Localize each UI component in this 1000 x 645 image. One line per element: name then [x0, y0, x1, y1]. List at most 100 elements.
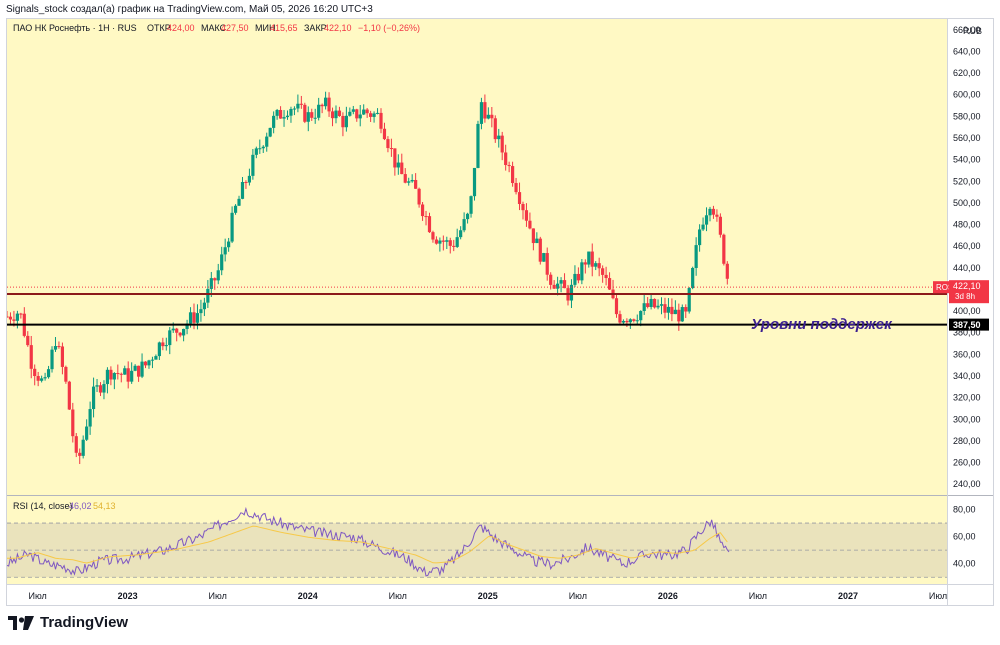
candle-body — [369, 113, 373, 117]
candle-body — [694, 245, 698, 268]
candle-body — [251, 154, 255, 176]
candle-body — [168, 330, 172, 346]
candle-body — [545, 253, 549, 275]
price-axis-tick-label: 620,00 — [953, 68, 981, 78]
candle-body — [57, 346, 61, 348]
candle-body — [552, 284, 556, 289]
candle-body — [614, 298, 619, 315]
time-axis-tick-label: Июл — [749, 591, 767, 601]
candle-body — [12, 319, 16, 321]
candle-body — [590, 251, 594, 267]
candle-body — [639, 310, 643, 321]
candle-body — [202, 302, 206, 310]
candle-body — [375, 112, 380, 114]
rsi-axis-tick-label: 60,00 — [953, 532, 976, 542]
candle-body — [528, 220, 532, 229]
candle-body — [573, 273, 577, 285]
candle-body — [441, 240, 445, 242]
price-axis-tick-label: 640,00 — [953, 46, 981, 56]
price-axis-tick-label: 460,00 — [953, 241, 981, 251]
chart-caption: Signals_stock создал(а) график на Tradin… — [6, 4, 373, 15]
candlestick-chart[interactable]: 660,00 640,00 620,00 600,00 580,00 560,00 540,… — [5, 19, 993, 605]
candle-body — [74, 436, 78, 453]
candle-body — [351, 109, 355, 112]
candle-body — [98, 385, 103, 393]
candle-body — [372, 113, 376, 117]
ticker-badge: ROSN — [936, 283, 959, 292]
candle-body — [479, 102, 484, 124]
candle-body — [722, 234, 726, 264]
candle-body — [594, 263, 598, 267]
candle-body — [91, 386, 96, 410]
candle-body — [542, 253, 546, 262]
candle-body — [407, 181, 411, 183]
candle-body — [642, 303, 646, 311]
candle-body — [164, 345, 168, 347]
candle-body — [258, 148, 262, 150]
support-level-label: 387,50 — [949, 318, 989, 331]
candle-body — [427, 216, 432, 233]
candle-body — [261, 146, 265, 149]
candle-body — [19, 313, 23, 315]
candle-body — [420, 204, 425, 217]
candle-body — [46, 369, 51, 378]
candle-body — [521, 204, 525, 211]
time-axis-tick-label: 2025 — [478, 591, 498, 601]
candle-body — [323, 97, 328, 107]
candle-body — [556, 283, 560, 289]
candle-body — [691, 267, 695, 289]
candle-body — [569, 284, 574, 301]
candle-body — [78, 452, 82, 456]
candle-body — [358, 114, 362, 119]
price-axis-tick-label: 240,00 — [953, 479, 981, 489]
candle-body — [275, 109, 279, 116]
candle-body — [71, 409, 75, 437]
candle-body — [53, 346, 58, 350]
candle-body — [365, 109, 369, 114]
candle-body — [143, 361, 148, 366]
close-value: 422,10 — [324, 23, 352, 33]
price-axis-tick-label: 280,00 — [953, 436, 981, 446]
candle-body — [116, 373, 120, 375]
price-axis-tick-label: 320,00 — [953, 393, 981, 403]
price-axis-tick-label: 660,00 — [953, 25, 981, 35]
price-axis-tick-label: 520,00 — [953, 176, 981, 186]
candle-body — [40, 378, 44, 381]
price-axis-tick-label: 300,00 — [953, 414, 981, 424]
candle-body — [618, 314, 622, 323]
time-axis-tick-label: Июл — [929, 591, 947, 601]
candle-body — [483, 102, 487, 119]
candle-body — [81, 439, 85, 456]
candle-body — [670, 306, 674, 315]
open-value: 424,00 — [167, 23, 195, 33]
price-badge-bg — [949, 280, 989, 304]
candle-body — [171, 328, 175, 331]
candle-body — [649, 298, 653, 307]
candle-body — [227, 241, 231, 248]
candle-body — [157, 342, 161, 357]
candle-body — [607, 278, 612, 290]
time-axis-tick-label: 2026 — [658, 591, 678, 601]
price-axis-tick-label: 360,00 — [953, 349, 981, 359]
time-axis-tick-label: 2023 — [118, 591, 138, 601]
candle-body — [88, 409, 92, 427]
rsi-axis-tick-label: 40,00 — [953, 559, 976, 569]
candle-body — [434, 239, 439, 244]
candle-body — [337, 110, 342, 116]
low-label: МИН — [255, 23, 275, 33]
high-value: 427,50 — [221, 23, 249, 33]
candle-body — [417, 188, 421, 205]
tradingview-footer: TradingView — [8, 614, 128, 631]
rsi-legend-ma-value: 54,13 — [93, 501, 116, 511]
candle-body — [583, 262, 587, 265]
candle-body — [175, 328, 179, 333]
candle-body — [393, 148, 397, 168]
candle-body — [431, 232, 435, 240]
time-axis-tick-label: Июл — [209, 591, 227, 601]
candle-body — [282, 117, 286, 119]
support-levels-annotation: Уровни поддержек — [751, 316, 893, 333]
candle-body — [459, 230, 463, 238]
high-label: МАКС — [201, 23, 227, 33]
candle-body — [185, 323, 189, 329]
candle-body — [237, 198, 241, 206]
